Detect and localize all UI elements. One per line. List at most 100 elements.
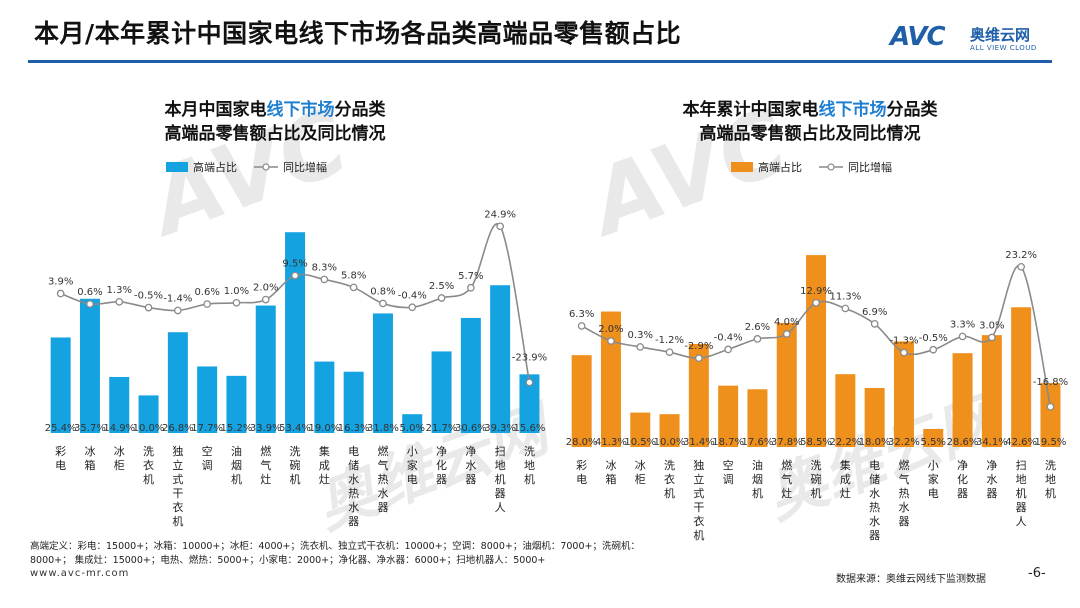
category-label: 洗地机 — [524, 445, 535, 486]
bar-value-label: 5.5% — [921, 437, 946, 448]
growth-value-label: 0.6% — [194, 287, 219, 298]
bar — [109, 376, 130, 433]
bar-value-label: 21.7% — [426, 423, 458, 434]
bar-value-label: 5.0% — [400, 423, 425, 434]
bar — [747, 389, 768, 447]
bar — [314, 361, 335, 433]
category-label: 洗地机 — [1045, 459, 1056, 500]
bar-value-label: 17.6% — [742, 437, 774, 448]
bar-value-label: 35.7% — [74, 423, 106, 434]
growth-value-label: -0.4% — [714, 332, 743, 343]
growth-point — [607, 337, 615, 345]
growth-point — [525, 378, 534, 387]
growth-point — [232, 298, 241, 307]
category-label: 电储水热水器 — [348, 445, 359, 528]
growth-value-label: 6.9% — [862, 307, 887, 318]
chart-right-title: 本年累计中国家电线下市场分品类 高端品零售额占比及同比情况 — [682, 100, 938, 144]
bar-value-label: 22.2% — [829, 437, 861, 448]
category-label: 净水器 — [986, 458, 997, 500]
bar-value-label: 16.3% — [338, 423, 370, 434]
bar-value-label: 34.1% — [976, 437, 1008, 448]
growth-point — [929, 345, 938, 354]
bar-value-label: 17.7% — [191, 423, 223, 434]
bar-value-label: 28.6% — [947, 437, 979, 448]
growth-value-label: 3.9% — [48, 277, 73, 288]
category-label: 集成灶 — [319, 444, 330, 486]
bar-value-label: 31.4% — [683, 437, 715, 448]
bar — [50, 337, 71, 433]
growth-point — [291, 271, 299, 280]
growth-point — [115, 297, 124, 306]
bar-value-label: 39.3% — [484, 423, 516, 434]
category-label: 冰箱 — [84, 445, 95, 472]
legend-label: 同比增幅 — [283, 160, 327, 174]
bar-value-label: 53.4% — [279, 423, 311, 434]
growth-point — [261, 295, 270, 304]
bar-value-label: 37.8% — [771, 437, 803, 448]
bar — [255, 305, 276, 433]
growth-value-label: -0.4% — [398, 290, 427, 301]
legend-marker — [827, 163, 835, 171]
growth-point — [724, 345, 733, 354]
growth-value-label: 1.3% — [107, 285, 132, 296]
growth-value-label: 6.3% — [569, 309, 594, 320]
category-label: 洗碗机 — [811, 459, 822, 500]
growth-value-label: -1.2% — [655, 335, 684, 346]
legend-marker — [262, 163, 270, 171]
growth-value-label: 4.0% — [774, 317, 799, 328]
growth-point — [694, 354, 703, 362]
category-label: 油烟机 — [752, 458, 763, 500]
bar-value-label: 10.0% — [654, 437, 686, 448]
category-label: 空调 — [202, 444, 213, 472]
bar — [167, 332, 188, 433]
growth-point — [1017, 262, 1026, 271]
growth-point — [870, 319, 879, 328]
bar-value-label: 14.9% — [103, 423, 135, 434]
bar — [431, 351, 452, 433]
bar-value-label: 30.6% — [455, 423, 487, 434]
bar — [923, 428, 944, 447]
bar-value-label: 25.4% — [45, 423, 77, 434]
category-label: 燃气灶 — [260, 444, 271, 486]
growth-point — [203, 300, 211, 308]
growth-point — [349, 283, 358, 292]
page-title: 本月/本年累计中国家电线下市场各品类高端品零售额占比 — [34, 19, 682, 48]
growth-value-label: 9.5% — [282, 259, 307, 270]
growth-point — [958, 332, 967, 341]
growth-point — [56, 289, 65, 298]
growth-value-label: 24.9% — [484, 209, 516, 220]
category-label: 空调 — [723, 458, 734, 486]
bar — [952, 353, 973, 447]
category-label: 扫地机器人 — [495, 445, 506, 514]
bar-value-label: 10.5% — [624, 437, 656, 448]
logo-en: ALL VIEW CLOUD — [970, 44, 1037, 52]
growth-point — [812, 298, 820, 307]
category-label: 集成灶 — [840, 458, 851, 500]
growth-value-label: -16.8% — [1033, 377, 1068, 388]
bar — [1011, 307, 1032, 447]
category-label: 油烟机 — [231, 444, 242, 486]
title-divider — [28, 60, 1052, 63]
growth-value-label: -0.5% — [919, 333, 948, 344]
growth-point — [379, 299, 387, 308]
legend-label: 高端占比 — [193, 160, 237, 174]
growth-value-label: 5.7% — [458, 271, 483, 282]
bar — [806, 255, 827, 447]
bar-value-label: 28.0% — [566, 437, 598, 448]
growth-point — [86, 300, 94, 308]
bar-value-label: 18.7% — [712, 437, 744, 448]
page-number: -6- — [1028, 566, 1046, 581]
website-url[interactable]: www.avc-mr.com — [30, 568, 130, 579]
category-label: 彩电 — [576, 459, 587, 486]
category-label: 净水器 — [465, 444, 476, 486]
bar-value-label: 41.3% — [595, 437, 627, 448]
growth-point — [437, 294, 446, 302]
bar — [600, 311, 621, 447]
growth-value-label: 23.2% — [1005, 250, 1037, 261]
bar-value-label: 15.2% — [221, 423, 253, 434]
growth-point — [900, 348, 908, 357]
growth-value-label: -23.9% — [512, 352, 547, 363]
bar-value-label: 15.6% — [514, 423, 546, 434]
bar — [776, 323, 797, 447]
